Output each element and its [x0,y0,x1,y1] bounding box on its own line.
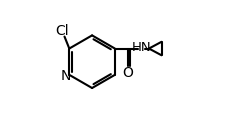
Text: N: N [60,69,70,83]
Text: HN: HN [131,41,150,54]
Text: Cl: Cl [55,24,69,38]
Text: O: O [122,66,133,80]
